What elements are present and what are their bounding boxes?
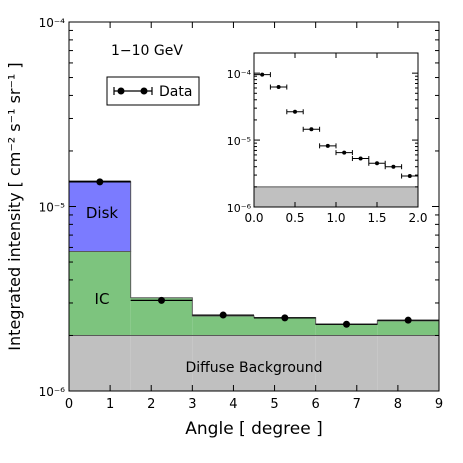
inset-data-point (293, 109, 297, 114)
x-tick-label: 9 (435, 397, 443, 412)
bar-diffuse-background (377, 335, 439, 391)
x-tick-label: 0 (65, 397, 73, 412)
inset-data-point (342, 150, 347, 155)
y-tick-label: 10⁻⁶ (39, 385, 66, 399)
legend-marker-point (117, 87, 125, 95)
bar-diffuse-background (192, 335, 254, 391)
x-tick-label: 4 (229, 397, 237, 412)
main-plot: Disk IC Diffuse Background 0 1 2 3 4 5 6 7 8 9 10⁻⁶ 10… (5, 16, 443, 439)
inset-background-band (254, 186, 418, 207)
ic-label: IC (95, 290, 110, 308)
x-tick-label: 8 (394, 397, 402, 412)
y-axis-label: Integrated intensity [ cm⁻² s⁻¹ sr⁻¹ ] (5, 62, 24, 350)
y-tick-label: 10⁻⁵ (39, 201, 66, 215)
data-point (96, 178, 104, 186)
x-axis-label: Angle [ degree ] (185, 419, 322, 439)
bar-diffuse-background (130, 335, 193, 391)
data-point (404, 316, 412, 324)
inset-y-tick-label: 10⁻⁴ (227, 68, 252, 81)
bar-ic (130, 297, 193, 336)
inset-data-point (260, 72, 265, 77)
bar-ic (192, 315, 254, 336)
background-label: Diffuse Background (185, 360, 322, 376)
bar-ic (69, 251, 131, 336)
bar-disk (69, 181, 131, 252)
inset-data-point (325, 143, 330, 148)
bar-diffuse-background (315, 335, 378, 391)
y-tick-label: 10⁻⁴ (39, 16, 66, 30)
inset-data-point (358, 156, 363, 161)
inset-y-tick-label: 10⁻⁵ (227, 135, 251, 148)
legend-label: Data (159, 84, 192, 100)
inset-y-tick-label: 10⁻⁶ (227, 202, 252, 215)
x-tick-label: 3 (188, 397, 196, 412)
bar-ic (254, 317, 316, 336)
inset-data-point (375, 161, 379, 166)
inset-x-tick-label: 0.0 (244, 211, 263, 225)
data-point (343, 320, 350, 328)
data-point (281, 314, 289, 322)
bar-ic (315, 324, 378, 336)
inset-data-point (276, 85, 281, 90)
data-point (219, 311, 227, 319)
x-tick-label: 2 (147, 397, 155, 412)
disk-label: Disk (86, 204, 119, 222)
inset-plot: 0.0 0.5 1.0 1.5 2.0 10⁻⁶ 10⁻⁵ 10⁻⁴ (227, 52, 428, 225)
inset-data-point (309, 127, 314, 132)
x-tick-label: 1 (106, 397, 114, 412)
bar-ic (377, 320, 439, 336)
inset-x-tick-label: 2.0 (408, 211, 427, 225)
legend-marker-point (140, 87, 148, 95)
inset-data-point (407, 174, 412, 179)
x-tick-label: 7 (353, 397, 361, 412)
inset-data-point (391, 164, 396, 169)
x-tick-label: 6 (312, 397, 320, 412)
inset-background (254, 53, 418, 207)
inset-x-tick-label: 1.5 (367, 211, 386, 225)
data-point (158, 296, 165, 304)
bar-diffuse-background (69, 335, 131, 391)
inset-x-tick-label: 1.0 (326, 211, 345, 225)
x-tick-label: 5 (270, 397, 278, 412)
chart-title: 1−10 GeV (111, 43, 183, 59)
inset-x-tick-label: 0.5 (285, 211, 304, 225)
bar-diffuse-background (254, 335, 316, 391)
